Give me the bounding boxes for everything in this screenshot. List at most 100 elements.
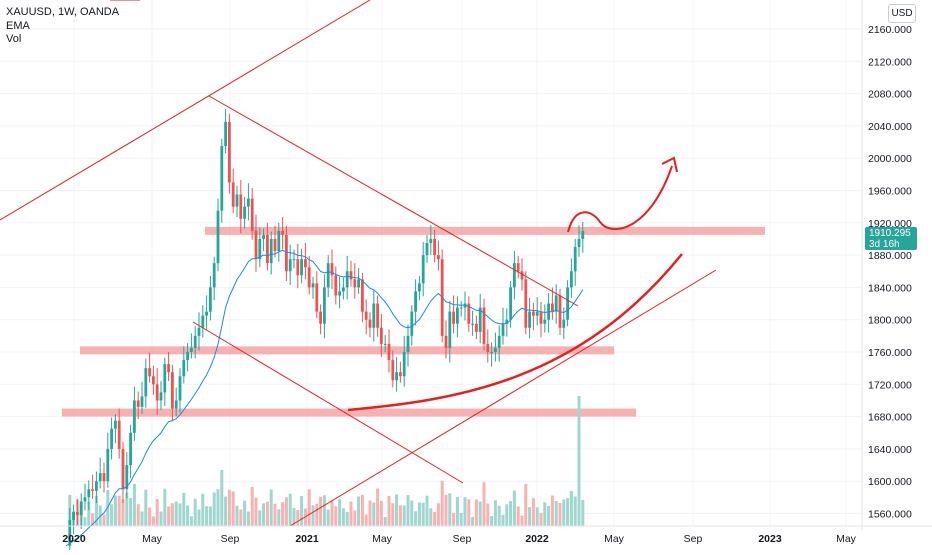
volume-bar — [212, 492, 216, 526]
volume-bar — [224, 496, 228, 526]
volume-bar — [569, 491, 573, 526]
volume-bar — [463, 497, 467, 526]
candle-body — [323, 287, 326, 324]
candle-body — [190, 347, 193, 352]
candle-body — [399, 372, 402, 377]
vol-legend[interactable]: Vol — [6, 33, 22, 45]
volume-bar — [391, 503, 395, 526]
volume-bar — [330, 500, 334, 526]
volume-bar — [170, 503, 174, 526]
price-tick-label: 2080.000 — [868, 89, 912, 101]
ema-polyline — [65, 249, 584, 547]
volume-bar — [535, 507, 539, 526]
candle-body — [102, 473, 106, 482]
currency-button[interactable]: USD — [888, 4, 916, 23]
price-tick-label: 1840.000 — [868, 282, 912, 294]
volume-bar — [448, 493, 452, 526]
candle-body — [330, 263, 334, 276]
volume-bar — [235, 505, 239, 526]
volume-bar — [288, 493, 292, 526]
volume-bar — [296, 510, 300, 526]
candle-body — [482, 307, 486, 344]
volume-bar — [490, 516, 494, 526]
volume-bar — [577, 396, 581, 526]
candle-body — [433, 238, 436, 256]
time-tick-label: May — [372, 533, 393, 545]
volume-bar — [102, 514, 106, 526]
time-tick-label: 2021 — [295, 533, 319, 545]
candle-body — [486, 343, 490, 352]
volume-bar — [471, 517, 475, 526]
volume-bar — [414, 511, 418, 526]
candle-body — [239, 194, 243, 219]
volume-bar — [125, 492, 129, 526]
chart-legend: XAUUSD, 1W, OANDA EMA Vol — [6, 6, 119, 47]
volume-bar — [501, 514, 505, 526]
symbol-title[interactable]: XAUUSD, 1W, OANDA — [6, 6, 120, 18]
volume-bar — [140, 511, 144, 526]
volume-bar — [216, 489, 220, 526]
volume-bar — [174, 501, 178, 526]
volume-bar — [467, 499, 471, 526]
candle-body — [452, 311, 455, 324]
volume-bar — [334, 506, 338, 526]
volume-bar — [307, 489, 311, 526]
volume-bar — [284, 497, 288, 526]
candle-body — [342, 287, 345, 292]
candle-body — [148, 368, 151, 377]
volume-bar — [433, 512, 437, 526]
upper-channel-line — [0, 0, 371, 221]
volume-bar — [486, 503, 490, 526]
volume-bar — [573, 496, 577, 526]
candle-body — [554, 295, 558, 312]
volume-bar — [121, 499, 125, 526]
candle-body — [368, 319, 372, 328]
time-tick-label: May — [142, 533, 163, 545]
candle-body — [505, 319, 509, 324]
candle-body — [72, 511, 75, 520]
candle-body — [387, 343, 391, 361]
volume-bar — [254, 497, 258, 526]
candle-body — [186, 352, 189, 361]
candle-body — [140, 396, 144, 407]
price-tick-label: 1600.000 — [868, 476, 912, 488]
candle-body — [307, 267, 311, 288]
ema-legend[interactable]: EMA — [6, 19, 30, 32]
candle-body — [258, 238, 262, 260]
candle-body — [201, 315, 205, 328]
candle-body — [467, 303, 471, 324]
volume-bar — [326, 509, 330, 526]
candle-body — [566, 287, 569, 320]
candle-body — [243, 206, 246, 219]
candle-body — [437, 255, 440, 260]
candle-body — [421, 255, 425, 284]
volume-bar — [277, 509, 281, 526]
volume-bar — [129, 498, 133, 526]
volume-bar — [395, 494, 399, 526]
price-tick-label: 1800.000 — [868, 315, 912, 327]
candle-body — [361, 279, 364, 312]
candles — [68, 108, 585, 555]
time-tick-label: Sep — [453, 533, 472, 545]
candle-body — [391, 360, 395, 381]
candle-body — [425, 242, 429, 256]
candle-body — [535, 311, 539, 316]
candle-body — [478, 307, 482, 332]
price-tick-label: 1640.000 — [868, 444, 912, 456]
candle-body — [167, 364, 170, 373]
volume-bar — [182, 493, 186, 526]
time-tick-label: 2020 — [62, 533, 86, 545]
volume-bar — [311, 505, 315, 526]
candle-body — [345, 271, 349, 288]
candle-body — [543, 319, 547, 324]
volume-bar — [300, 496, 304, 526]
volume-bar — [243, 500, 247, 526]
candle-body — [247, 198, 250, 207]
volume-bar — [178, 503, 182, 526]
candle-body — [79, 501, 83, 516]
candle-body — [117, 420, 121, 449]
candle-body — [277, 230, 281, 252]
volume-bar — [163, 488, 167, 526]
